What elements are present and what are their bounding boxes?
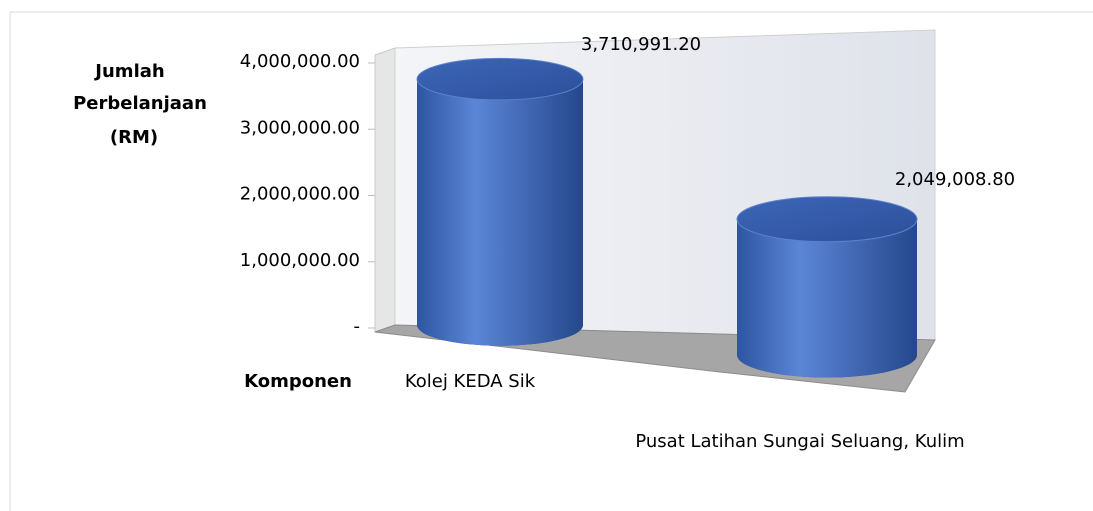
x-tick-label: Pusat Latihan Sungai Seluang, Kulim [635, 431, 964, 452]
data-label: 3,710,991.20 [581, 34, 701, 55]
y-tick-label: 3,000,000.00 [240, 117, 360, 138]
x-tick-label: Kolej KEDA Sik [405, 371, 536, 392]
y-axis-title: Perbelanjaan [73, 93, 207, 114]
y-axis-title: Jumlah [93, 61, 164, 82]
labels: Jumlah Perbelanjaan (RM) Komponen [73, 61, 352, 392]
y-tick-label: - [354, 316, 361, 337]
data-label: 2,049,008.80 [895, 169, 1015, 190]
x-axis-title: Komponen [244, 371, 352, 392]
cylinder-top [736, 196, 918, 243]
bar [417, 79, 583, 346]
side-wall [374, 47, 396, 333]
y-tick-label: 4,000,000.00 [240, 51, 360, 72]
y-tick-label: 2,000,000.00 [240, 184, 360, 205]
y-tick-label: 1,000,000.00 [240, 250, 360, 271]
cylinder-top [416, 57, 584, 101]
bar [737, 219, 917, 378]
y-axis-title: (RM) [110, 127, 158, 148]
